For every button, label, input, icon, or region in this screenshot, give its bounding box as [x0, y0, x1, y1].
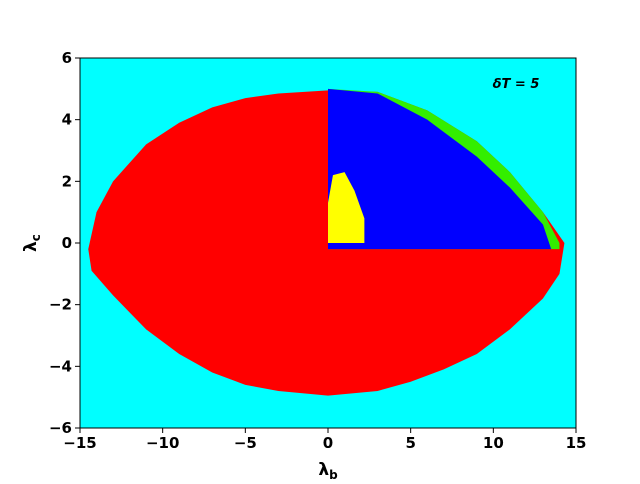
annotation: δT = 5: [493, 77, 540, 92]
x-label-symbol: λ: [318, 460, 329, 480]
x-axis-label: λb: [318, 460, 338, 480]
y-tick-label: 0: [62, 234, 72, 252]
y-tick-label: 4: [62, 111, 72, 129]
x-tick-label: −15: [63, 434, 96, 452]
region: [328, 172, 365, 243]
x-tick-label: 15: [566, 434, 587, 452]
y-label-symbol: λ: [21, 241, 41, 252]
x-tick-label: −5: [234, 434, 257, 452]
y-tick-label: −2: [49, 296, 72, 314]
y-label-subscript: c: [29, 234, 43, 241]
x-tick-label: −10: [146, 434, 179, 452]
y-tick-label: −6: [49, 419, 72, 437]
x-tick-label: 0: [323, 434, 333, 452]
y-tick-label: 6: [62, 49, 72, 67]
x-label-subscript: b: [329, 468, 338, 480]
x-tick-label: 10: [483, 434, 504, 452]
y-axis-label: λc: [21, 234, 43, 252]
region: [328, 88, 552, 250]
x-tick-label: 5: [405, 434, 415, 452]
plot-area: [80, 58, 576, 428]
y-tick-label: 2: [62, 172, 72, 190]
y-tick-label: −4: [49, 357, 72, 375]
